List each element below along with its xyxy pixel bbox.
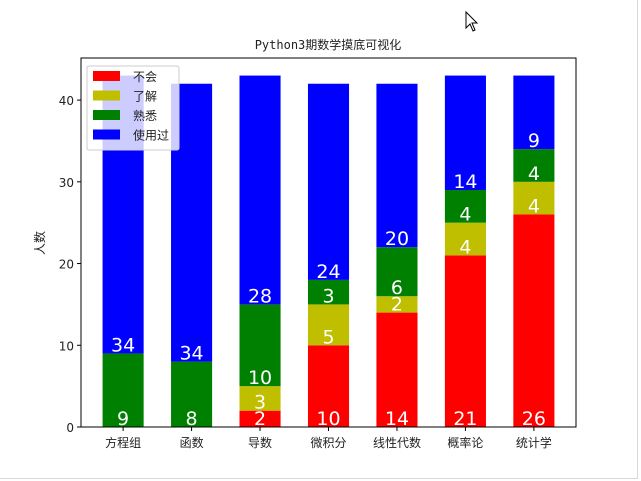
data-label: 24 [316,261,340,283]
bar-segment [307,279,350,305]
data-label: 6 [391,277,403,299]
bar-segment [513,149,555,182]
x-tick-label: 概率论 [447,435,483,450]
data-label: 20 [385,228,409,250]
legend-box [86,65,180,151]
bar-segment [376,83,418,248]
x-tick-label: 方程组 [105,435,141,450]
data-label: 28 [248,285,272,307]
legend-swatch [93,71,120,81]
data-label: 2 [391,294,403,316]
y-axis-label: 人数 [32,231,47,255]
mouse-cursor-icon [465,10,479,32]
x-tick-label: 函数 [180,435,204,450]
bar-segment [376,296,418,313]
legend-swatch [93,90,120,101]
data-label: 4 [528,196,540,218]
bar-segment [239,410,281,427]
data-label: 10 [316,408,340,430]
chart-title: Python3期数学摸底可视化 [255,37,402,52]
data-label: 14 [453,171,477,193]
legend-swatch [93,110,120,120]
bar-segment [239,304,281,387]
data-label: 21 [453,408,477,430]
y-tick-label: 20 [59,258,74,272]
data-label: 26 [522,408,546,430]
x-tick-label: 统计学 [516,435,552,450]
x-tick-label: 微积分 [310,436,346,450]
bar-segment [307,83,350,280]
bar-segment [444,255,486,427]
legend-label: 了解 [133,90,157,104]
data-label: 34 [111,334,135,356]
bar-segment [376,247,418,297]
bar-segment [444,222,486,256]
data-label: 9 [117,408,129,430]
data-label: 2 [254,408,266,430]
legend-swatch [93,129,120,140]
legend-label: 不会 [133,70,157,84]
bar-segment [513,75,555,150]
data-label: 34 [179,343,203,365]
data-label: 10 [248,367,272,389]
bar-segment [307,345,350,427]
y-tick-label: 10 [59,339,74,353]
y-tick-label: 30 [59,176,74,190]
data-label: 9 [528,130,540,152]
data-label: 3 [322,285,334,307]
legend-label: 使用过 [133,128,169,143]
y-tick-label: 0 [66,421,74,435]
bar-segment [444,189,486,223]
bar-segment [513,214,555,427]
bar-segment [513,181,555,215]
bar-segment [239,75,281,305]
x-tick-label: 线性代数 [373,435,421,450]
data-label: 4 [459,236,471,258]
bar-segment [239,386,281,411]
data-label: 4 [528,163,540,185]
data-label: 5 [322,326,334,348]
legend-label: 熟悉 [133,108,157,123]
data-label: 14 [385,408,409,430]
data-label: 4 [459,204,471,226]
bar-segment [102,353,144,427]
bar-segment [444,75,486,190]
x-tick-label: 导数 [248,435,272,450]
data-label: 3 [254,392,266,414]
bar-segment [307,304,350,346]
y-tick-label: 40 [59,94,74,108]
bar-segment [376,312,418,427]
bar-segment [171,361,213,427]
data-label: 8 [186,408,198,430]
